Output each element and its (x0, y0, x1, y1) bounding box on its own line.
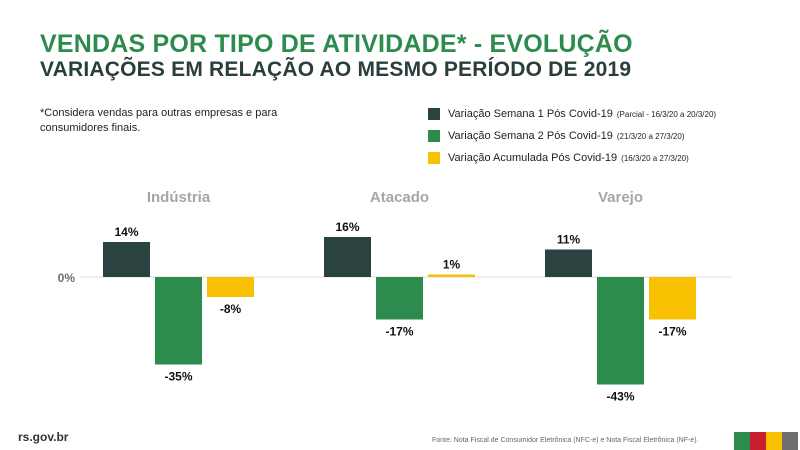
page-subtitle: VARIAÇÕES EM RELAÇÃO AO MESMO PERÍODO DE… (40, 58, 632, 81)
data-label-industria-accumulated: -8% (220, 302, 242, 316)
site-logo-text: rs.gov.br (18, 430, 69, 444)
legend-item-week1: Variação Semana 1 Pós Covid-19 (Parcial … (428, 107, 716, 121)
bar-varejo-week1 (545, 249, 592, 277)
chart-legend: Variação Semana 1 Pós Covid-19 (Parcial … (428, 107, 716, 173)
data-label-industria-week1: 14% (114, 225, 138, 239)
data-label-industria-week2: -35% (164, 370, 192, 384)
source-note: Fonte: Nota Fiscal de Consumidor Eletrôn… (432, 437, 699, 444)
flag-stripe-yellow (766, 432, 782, 450)
zero-axis-label: 0% (58, 271, 76, 285)
page-title: VENDAS POR TIPO DE ATIVIDADE* - EVOLUÇÃO (40, 30, 633, 58)
data-label-atacado-week1: 16% (335, 220, 359, 234)
bar-atacado-accumulated (428, 274, 475, 277)
legend-swatch-week1 (428, 108, 440, 120)
legend-label-week2: Variação Semana 2 Pós Covid-19 (448, 130, 613, 142)
data-label-atacado-accumulated: 1% (443, 258, 461, 272)
legend-label-week1: Variação Semana 1 Pós Covid-19 (448, 108, 613, 120)
bar-industria-week1 (103, 242, 150, 277)
bar-varejo-accumulated (649, 277, 696, 320)
legend-item-accumulated: Variação Acumulada Pós Covid-19 (16/3/20… (428, 151, 716, 165)
legend-note-week2: (21/3/20 a 27/3/20) (616, 131, 685, 141)
legend-swatch-accumulated (428, 152, 440, 164)
legend-note-week1: (Parcial - 16/3/20 a 20/3/20) (616, 109, 717, 119)
bar-atacado-week1 (324, 237, 371, 277)
bar-industria-week2 (155, 277, 202, 365)
legend-item-week2: Variação Semana 2 Pós Covid-19 (21/3/20 … (428, 129, 716, 143)
data-label-atacado-week2: -17% (385, 325, 413, 339)
footnote-text: *Considera vendas para outras empresas e… (40, 107, 278, 134)
category-label-varejo: Varejo (598, 189, 643, 206)
flag-stripe-red (750, 432, 766, 450)
flag-stripes (734, 432, 798, 450)
category-label-industria: Indústria (147, 189, 211, 206)
legend-swatch-week2 (428, 130, 440, 142)
bar-atacado-week2 (376, 277, 423, 320)
legend-note-accumulated: (16/3/20 a 27/3/20) (621, 153, 689, 163)
flag-stripe-green (734, 432, 750, 450)
category-label-atacado: Atacado (370, 189, 429, 206)
data-label-varejo-week2: -43% (606, 390, 634, 404)
data-label-varejo-week1: 11% (557, 233, 581, 247)
data-label-varejo-accumulated: -17% (658, 325, 686, 339)
flag-stripe-gray (782, 432, 798, 450)
bar-industria-accumulated (207, 277, 254, 297)
legend-label-accumulated: Variação Acumulada Pós Covid-19 (448, 152, 618, 164)
bar-varejo-week2 (597, 277, 644, 385)
